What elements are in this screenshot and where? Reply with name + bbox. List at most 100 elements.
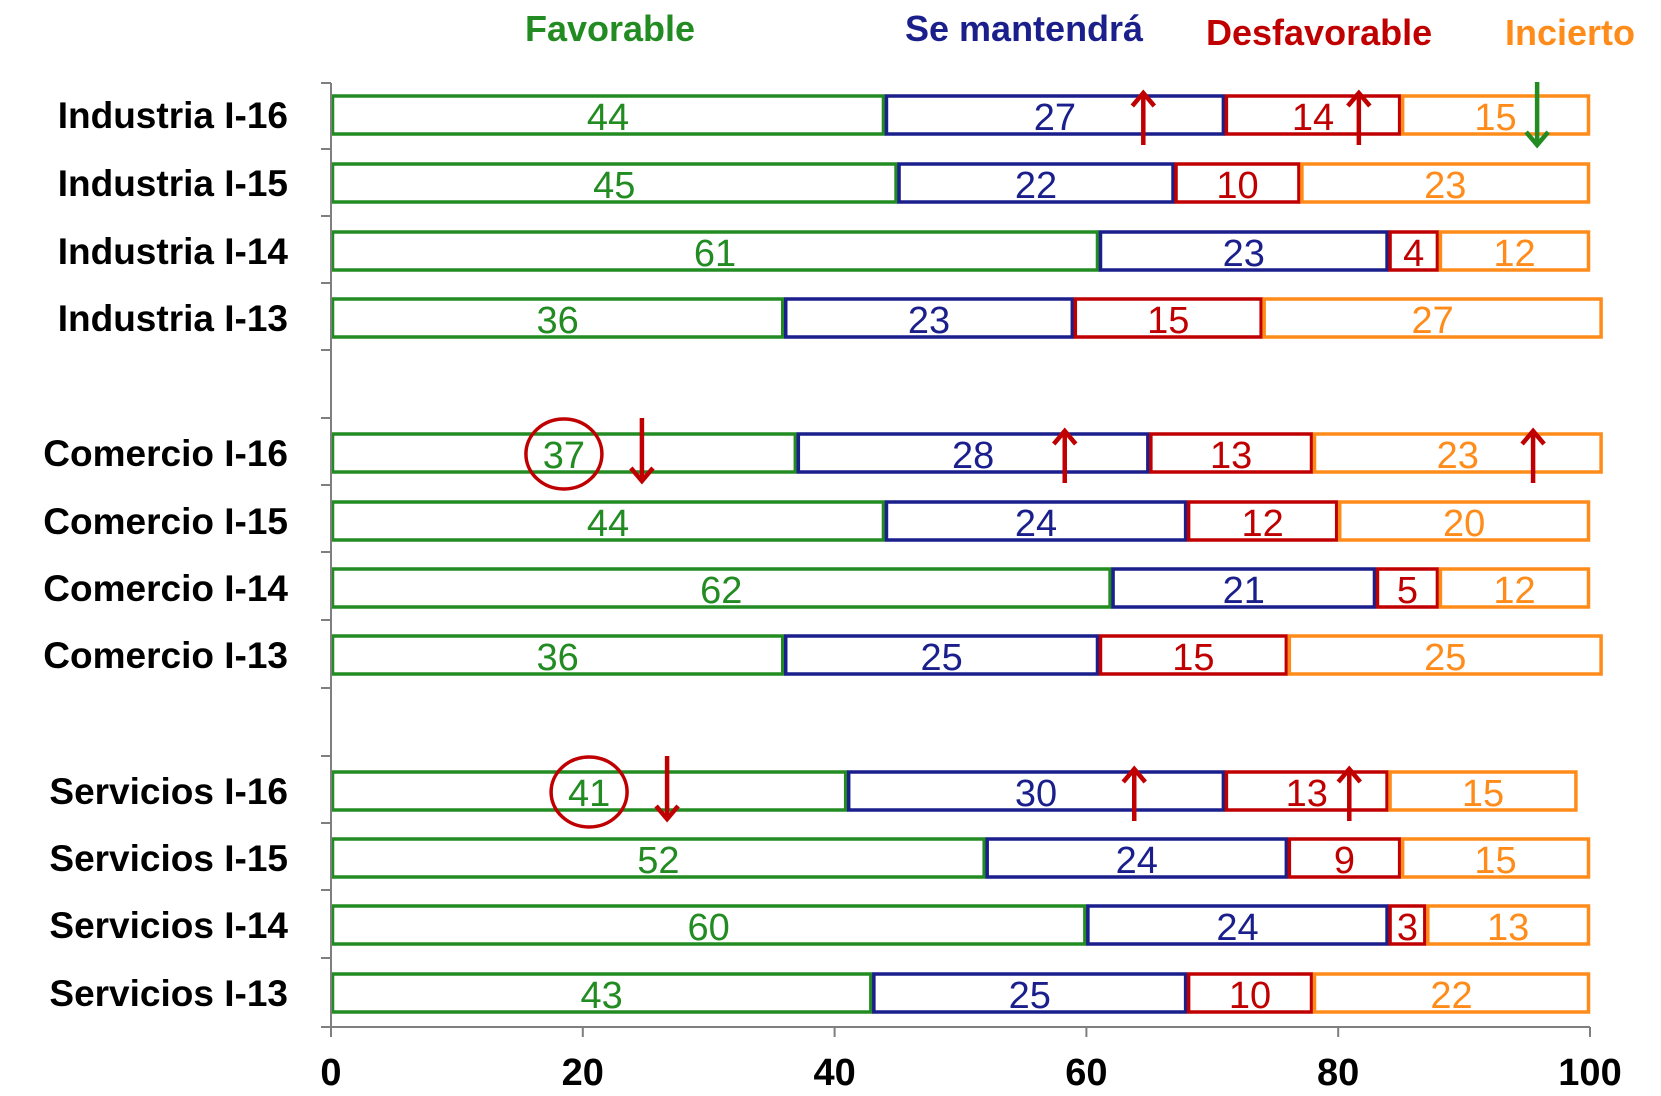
bar-segment-servicios-i-15-incierto bbox=[1400, 837, 1591, 879]
data-label-comercio-i-16-desfavorable: 13 bbox=[1210, 435, 1252, 477]
bar-segment-servicios-i-16-favorable bbox=[330, 770, 848, 812]
bar-segment-comercio-i-14-incierto bbox=[1438, 567, 1591, 609]
down-arrow-icon-0 bbox=[1524, 82, 1550, 149]
bar-segment-servicios-i-16-desfavorable bbox=[1224, 770, 1389, 812]
legend-desfavorable: Desfavorable bbox=[1206, 12, 1433, 53]
arrow-head bbox=[1524, 130, 1550, 149]
down-arrow-icon-fav-1 bbox=[629, 418, 655, 485]
data-label-servicios-i-15-se-mantendra: 24 bbox=[1116, 840, 1158, 882]
data-label-industria-i-15-desfavorable: 10 bbox=[1216, 165, 1258, 207]
data-label-industria-i-16-favorable: 44 bbox=[587, 97, 629, 139]
bar-segment-industria-i-16-se-mantendra bbox=[884, 94, 1226, 136]
data-label-industria-i-14-favorable: 61 bbox=[694, 233, 736, 275]
bar-segment-comercio-i-15-desfavorable bbox=[1186, 500, 1339, 542]
data-label-comercio-i-16-se-mantendra: 28 bbox=[952, 435, 994, 477]
data-label-comercio-i-15-se-mantendra: 24 bbox=[1015, 503, 1057, 545]
up-arrow-icon-3 bbox=[1520, 427, 1546, 483]
bar-segment-servicios-i-15-se-mantendra bbox=[985, 837, 1289, 879]
up-arrow-icon-0 bbox=[1130, 89, 1157, 145]
data-label-servicios-i-14-desfavorable: 3 bbox=[1397, 907, 1418, 949]
bar-segment-comercio-i-13-favorable bbox=[330, 634, 785, 676]
bar-segment-industria-i-15-desfavorable bbox=[1174, 162, 1301, 204]
legend-favorable: Favorable bbox=[525, 8, 696, 49]
bar-segment-industria-i-13-favorable bbox=[330, 297, 785, 339]
bar-segment-comercio-i-14-se-mantendra bbox=[1111, 567, 1377, 609]
x-tick-label-0: 0 bbox=[320, 1052, 341, 1094]
category-label-comercio-i-15: Comercio I-15 bbox=[43, 501, 288, 542]
data-label-industria-i-16-incierto: 15 bbox=[1474, 97, 1516, 139]
bar-segment-comercio-i-14-favorable bbox=[330, 567, 1112, 609]
data-label-servicios-i-13-favorable: 43 bbox=[581, 975, 623, 1017]
bar-segment-servicios-i-15-desfavorable bbox=[1287, 837, 1402, 879]
bar-segment-comercio-i-13-incierto bbox=[1287, 634, 1603, 676]
data-label-comercio-i-14-favorable: 62 bbox=[700, 570, 742, 612]
bar-segment-industria-i-14-incierto bbox=[1438, 230, 1591, 272]
bar-segment-industria-i-16-desfavorable bbox=[1224, 94, 1402, 136]
x-tick-label-60: 60 bbox=[1065, 1052, 1107, 1094]
bar-segment-industria-i-13-incierto bbox=[1262, 297, 1603, 339]
bar-segment-servicios-i-14-incierto bbox=[1426, 904, 1591, 946]
highlight-circle-servicios-i-16 bbox=[549, 755, 629, 829]
bar-segment-industria-i-16-favorable bbox=[330, 94, 886, 136]
bar-segment-servicios-i-15-favorable bbox=[330, 837, 986, 879]
data-label-industria-i-14-se-mantendra: 23 bbox=[1223, 233, 1265, 275]
category-label-comercio-i-13: Comercio I-13 bbox=[43, 635, 288, 676]
highlight-circle-comercio-i-16 bbox=[524, 417, 604, 491]
bar-segment-comercio-i-16-se-mantendra bbox=[796, 432, 1150, 474]
category-label-comercio-i-14: Comercio I-14 bbox=[43, 568, 288, 609]
bar-segment-industria-i-13-se-mantendra bbox=[783, 297, 1075, 339]
data-label-industria-i-14-desfavorable: 4 bbox=[1403, 233, 1424, 275]
bar-segment-comercio-i-16-favorable bbox=[330, 432, 798, 474]
legend-se-mantendra: Se mantendrá bbox=[905, 8, 1144, 49]
data-label-comercio-i-13-incierto: 25 bbox=[1424, 637, 1466, 679]
data-label-servicios-i-16-incierto: 15 bbox=[1462, 773, 1504, 815]
data-label-servicios-i-14-incierto: 13 bbox=[1487, 907, 1529, 949]
data-label-industria-i-15-favorable: 45 bbox=[593, 165, 635, 207]
category-label-industria-i-16: Industria I-16 bbox=[58, 95, 288, 136]
up-arrow-icon-4 bbox=[1121, 765, 1147, 821]
bar-segment-comercio-i-16-desfavorable bbox=[1149, 432, 1314, 474]
category-label-servicios-i-13: Servicios I-13 bbox=[49, 973, 288, 1014]
bar-segment-industria-i-15-se-mantendra bbox=[897, 162, 1175, 204]
data-label-comercio-i-15-desfavorable: 12 bbox=[1242, 503, 1284, 545]
bar-segment-comercio-i-13-se-mantendra bbox=[783, 634, 1100, 676]
bar-segment-comercio-i-14-desfavorable bbox=[1375, 567, 1440, 609]
data-label-servicios-i-13-desfavorable: 10 bbox=[1229, 975, 1271, 1017]
bar-segment-comercio-i-15-favorable bbox=[330, 500, 886, 542]
x-tick-label-80: 80 bbox=[1317, 1052, 1359, 1094]
bar-segment-industria-i-15-incierto bbox=[1300, 162, 1591, 204]
bar-segment-comercio-i-15-se-mantendra bbox=[884, 500, 1188, 542]
arrow-head bbox=[1336, 765, 1362, 784]
bar-segment-industria-i-14-favorable bbox=[330, 230, 1100, 272]
bar-segment-servicios-i-16-incierto bbox=[1388, 770, 1578, 812]
data-label-comercio-i-15-incierto: 20 bbox=[1443, 503, 1485, 545]
annotations-layer bbox=[524, 82, 1550, 829]
data-label-comercio-i-16-favorable: 37 bbox=[543, 435, 585, 477]
data-label-servicios-i-14-se-mantendra: 24 bbox=[1216, 907, 1258, 949]
data-label-comercio-i-15-favorable: 44 bbox=[587, 503, 629, 545]
category-label-comercio-i-16: Comercio I-16 bbox=[43, 433, 288, 474]
category-label-industria-i-15: Industria I-15 bbox=[58, 163, 288, 204]
bar-segment-comercio-i-13-desfavorable bbox=[1098, 634, 1289, 676]
data-label-comercio-i-14-incierto: 12 bbox=[1493, 570, 1535, 612]
data-label-industria-i-13-incierto: 27 bbox=[1411, 300, 1453, 342]
x-tick-label-40: 40 bbox=[813, 1052, 855, 1094]
data-label-industria-i-15-se-mantendra: 22 bbox=[1015, 165, 1057, 207]
data-label-comercio-i-13-favorable: 36 bbox=[536, 637, 578, 679]
category-label-servicios-i-16: Servicios I-16 bbox=[49, 771, 288, 812]
bar-segment-comercio-i-15-incierto bbox=[1337, 500, 1591, 542]
bar-segment-industria-i-14-desfavorable bbox=[1388, 230, 1440, 272]
data-label-servicios-i-14-favorable: 60 bbox=[688, 907, 730, 949]
x-tick-label-20: 20 bbox=[562, 1052, 604, 1094]
bar-segment-servicios-i-13-incierto bbox=[1312, 972, 1591, 1014]
data-label-industria-i-14-incierto: 12 bbox=[1493, 233, 1535, 275]
bar-segment-comercio-i-16-incierto bbox=[1312, 432, 1603, 474]
bar-segment-industria-i-15-favorable bbox=[330, 162, 898, 204]
up-arrow-icon-5 bbox=[1336, 765, 1362, 821]
arrow-head bbox=[629, 466, 655, 485]
arrow-head bbox=[1130, 89, 1157, 108]
data-label-industria-i-16-desfavorable: 14 bbox=[1292, 97, 1334, 139]
legend-incierto: Incierto bbox=[1505, 12, 1636, 53]
data-label-servicios-i-13-incierto: 22 bbox=[1430, 975, 1472, 1017]
